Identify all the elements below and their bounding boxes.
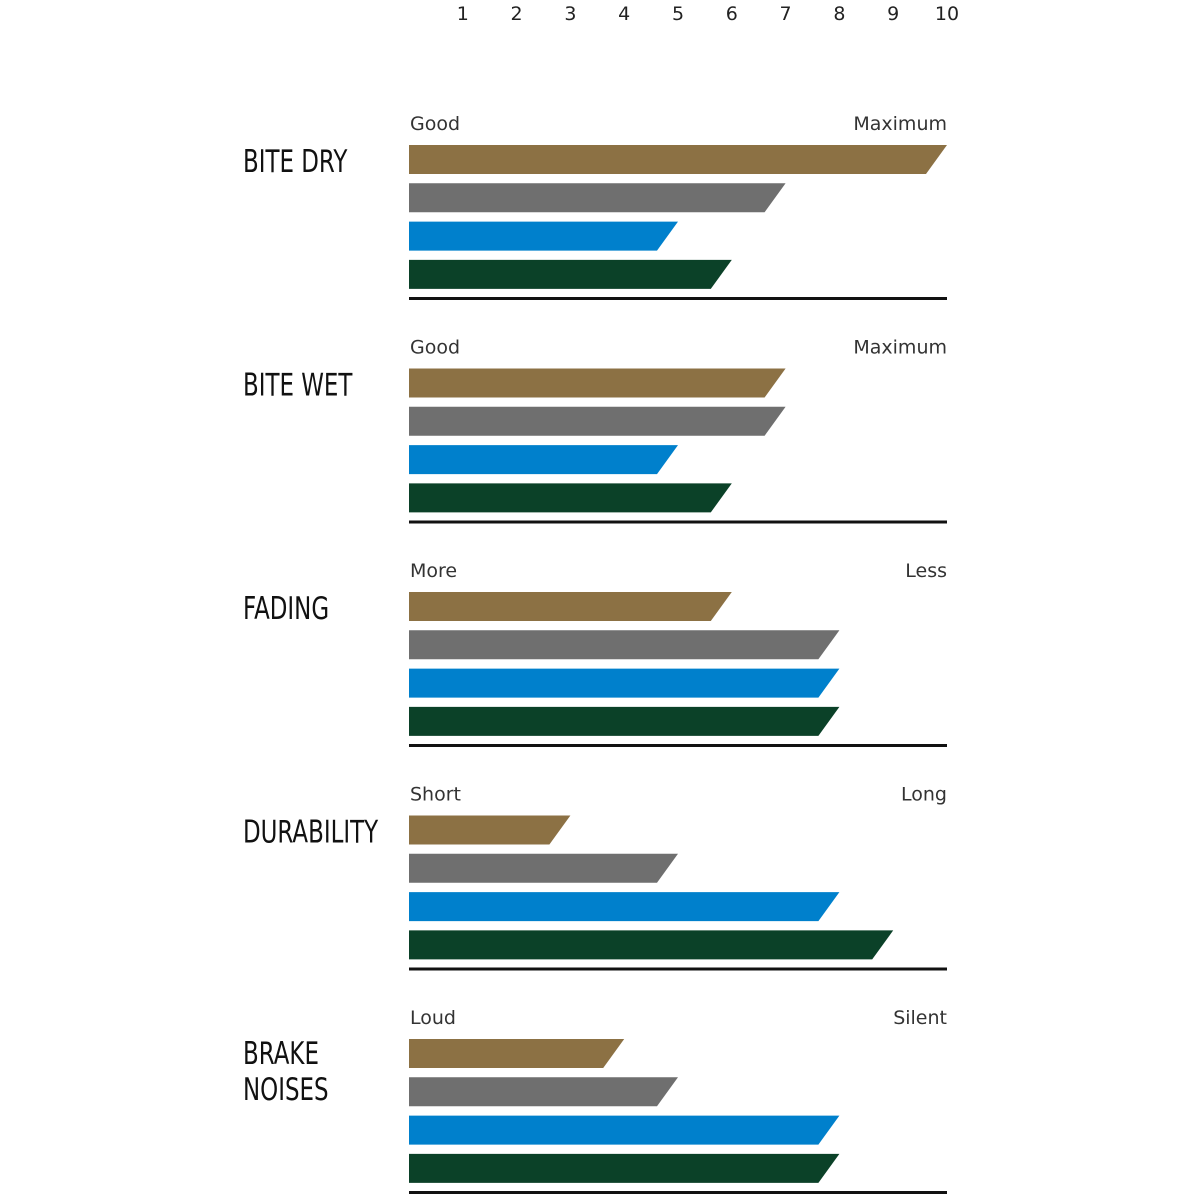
- scale-high-label: Maximum: [853, 337, 947, 359]
- bar: [409, 221, 678, 251]
- x-tick-label: 10: [935, 3, 959, 25]
- x-tick-label: 6: [726, 3, 738, 25]
- group-baseline: [409, 520, 947, 524]
- bar: [409, 145, 947, 174]
- bar: [409, 368, 786, 398]
- bar: [409, 1115, 840, 1145]
- scale-high-label: Silent: [893, 1007, 947, 1029]
- category-label: NOISES: [243, 1073, 329, 1108]
- x-tick-label: 9: [887, 3, 899, 25]
- scale-low-label: Good: [410, 337, 460, 359]
- category-label: BRAKE: [243, 1037, 319, 1072]
- group-baseline: [409, 744, 947, 747]
- scale-low-label: Short: [410, 784, 461, 806]
- bar: [409, 668, 840, 698]
- bar: [409, 592, 732, 621]
- category-label: DURABILITY: [243, 815, 378, 850]
- bar: [409, 815, 571, 845]
- x-tick-label: 1: [457, 3, 469, 25]
- bar: [409, 259, 732, 289]
- bar: [409, 1039, 625, 1068]
- x-tick-label: 3: [564, 3, 576, 25]
- x-tick-label: 8: [833, 3, 845, 25]
- category-label: FADING: [243, 592, 329, 627]
- group-baseline: [409, 1191, 947, 1194]
- scale-high-label: Long: [901, 784, 947, 806]
- bar: [409, 706, 840, 736]
- x-tick-label: 5: [672, 3, 684, 25]
- group-baseline: [409, 967, 947, 971]
- bar: [409, 183, 786, 213]
- bar: [409, 1077, 678, 1107]
- scale-low-label: Good: [410, 113, 460, 135]
- group-baseline: [409, 297, 947, 300]
- x-tick-label: 7: [780, 3, 792, 25]
- scale-low-label: More: [410, 560, 457, 582]
- scale-low-label: Loud: [410, 1007, 456, 1029]
- scale-high-label: Maximum: [853, 113, 947, 135]
- scale-high-label: Less: [905, 560, 947, 582]
- bar: [409, 892, 840, 922]
- bar: [409, 1153, 840, 1183]
- bar: [409, 930, 894, 960]
- x-tick-label: 4: [618, 3, 630, 25]
- bar: [409, 853, 678, 883]
- bar: [409, 483, 732, 513]
- category-label: BITE DRY: [243, 145, 348, 180]
- bar: [409, 445, 678, 475]
- category-label: BITE WET: [243, 368, 353, 403]
- bar: [409, 406, 786, 436]
- bar: [409, 630, 840, 660]
- x-tick-label: 2: [511, 3, 523, 25]
